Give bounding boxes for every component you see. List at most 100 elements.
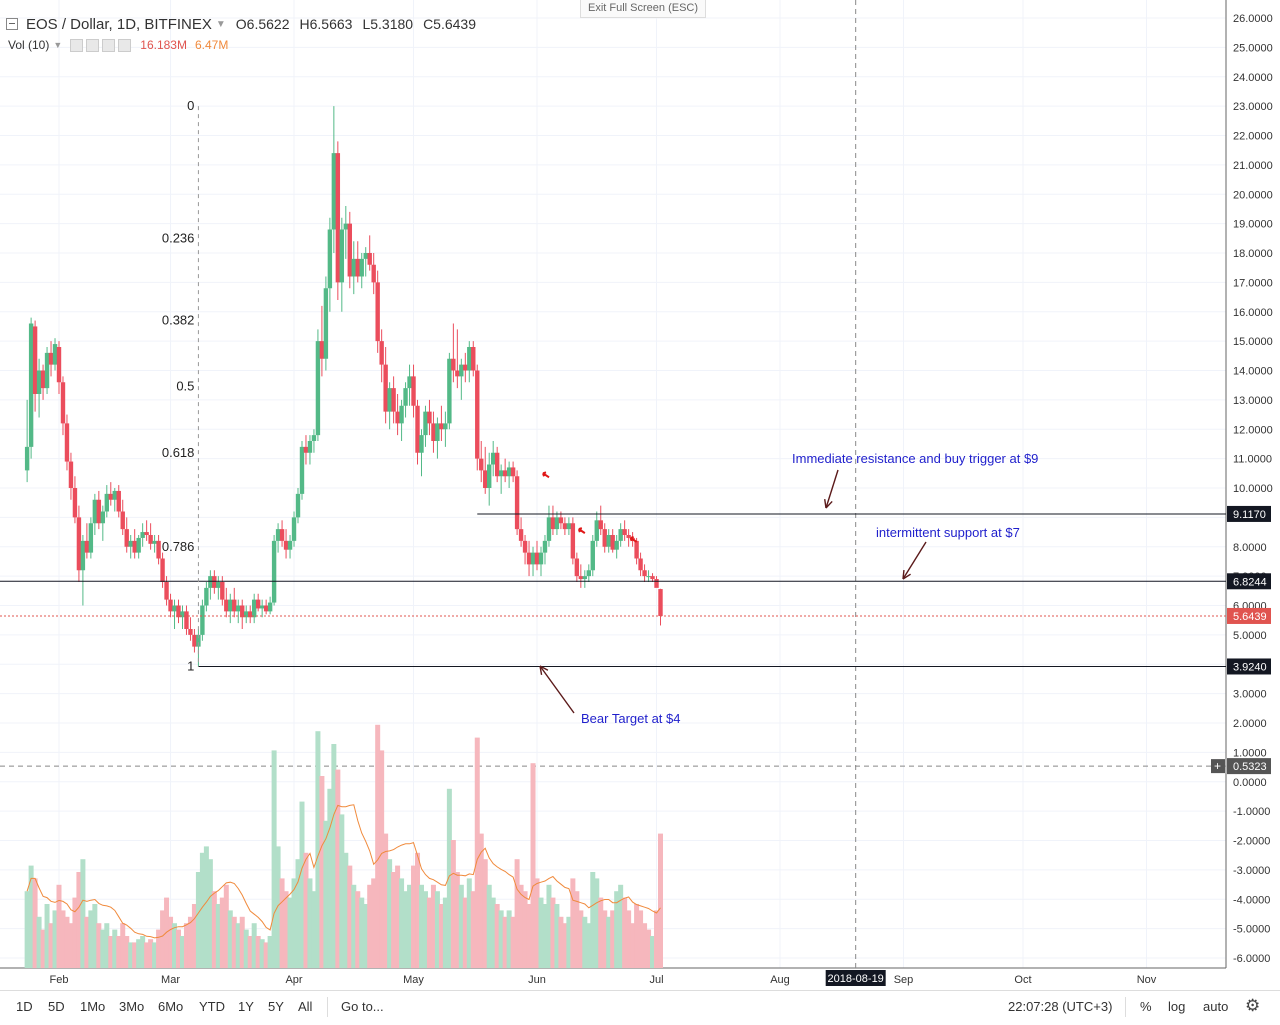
time-tick-label: Jul — [649, 974, 663, 986]
volume-bar — [88, 910, 94, 968]
price-tick-label: -4.0000 — [1233, 894, 1270, 906]
price-tick-label: 14.0000 — [1233, 366, 1273, 378]
price-label-box — [1227, 573, 1271, 590]
volume-bar — [534, 878, 540, 968]
eye-icon[interactable] — [70, 38, 84, 52]
range-5y[interactable]: 5Y — [268, 999, 284, 1014]
volume-bar — [391, 872, 397, 968]
range-ytd[interactable]: YTD — [199, 999, 225, 1014]
candle-body — [172, 605, 177, 612]
candle-body — [188, 629, 193, 635]
candle-body — [220, 582, 225, 600]
arrow-line — [902, 541, 927, 580]
chevron-down-icon[interactable]: ▼ — [215, 18, 226, 30]
volume-bar — [546, 884, 552, 968]
close-icon[interactable] — [118, 38, 132, 52]
candle-body — [566, 523, 572, 530]
settings-icon[interactable] — [86, 38, 100, 52]
candle-body — [614, 540, 619, 550]
volume-value: 16.183M — [140, 38, 187, 52]
candle-body — [558, 517, 564, 524]
candle-body — [204, 587, 209, 606]
goto-button[interactable]: Go to... — [341, 999, 384, 1014]
annotation-resistance: Immediate resistance and buy trigger at … — [792, 451, 1039, 466]
candle-body — [494, 452, 500, 477]
time-tick-label: Sep — [894, 974, 914, 986]
volume-bar — [100, 929, 106, 968]
volume-bar — [207, 859, 213, 968]
volume-bar — [466, 878, 472, 968]
volume-bar — [379, 750, 385, 968]
candle-body — [72, 488, 78, 518]
candle-body — [116, 490, 121, 512]
volume-bar — [303, 852, 309, 968]
candle-body — [554, 517, 560, 530]
volume-bar — [638, 910, 644, 968]
time-tick-label: Aug — [770, 974, 790, 986]
volume-bar — [610, 910, 616, 968]
range-1mo[interactable]: 1Mo — [80, 999, 106, 1014]
candle-body — [36, 370, 42, 394]
auto-toggle[interactable]: auto — [1203, 999, 1229, 1014]
range-6mo[interactable]: 6Mo — [158, 999, 184, 1014]
volume-bar — [108, 936, 114, 968]
price-chart[interactable]: 0 0.236 0.382 0.5 0.618 0.786 1 26.0000 25.0000… — [0, 0, 1280, 990]
candle-body — [502, 470, 508, 477]
volume-bar — [542, 904, 548, 968]
log-toggle[interactable]: log — [1168, 999, 1186, 1014]
range-5d[interactable]: 5D — [48, 999, 65, 1014]
range-1y[interactable]: 1Y — [238, 999, 254, 1014]
add-icon[interactable] — [102, 38, 116, 52]
clock[interactable]: 22:07:28 (UTC+3) — [1008, 999, 1113, 1014]
symbol-title[interactable]: EOS / Dollar, 1D, BITFINEX — [26, 15, 212, 33]
candle-body — [518, 529, 524, 541]
volume-bar — [470, 891, 476, 968]
volume-bar — [438, 904, 444, 968]
price-tick-label: 5.0000 — [1233, 630, 1267, 642]
volume-bar — [136, 939, 142, 968]
volume-label[interactable]: Vol (10) — [8, 38, 50, 52]
volume-bar — [498, 910, 504, 968]
candle-body — [100, 511, 106, 524]
candle-body — [451, 358, 456, 371]
range-all[interactable]: All — [298, 999, 313, 1014]
range-1d[interactable]: 1D — [16, 999, 33, 1014]
exit-fullscreen-button[interactable]: Exit Full Screen (ESC) — [580, 0, 706, 18]
range-3mo[interactable]: 3Mo — [119, 999, 145, 1014]
candle-body — [542, 540, 548, 553]
volume-bar — [48, 923, 54, 968]
volume-bar — [295, 859, 301, 968]
volume-bar — [104, 923, 110, 968]
fib-level-label: 0 — [187, 98, 194, 113]
price-tick-label: 3.0000 — [1233, 689, 1267, 701]
volume-bar — [335, 769, 341, 968]
gear-icon[interactable]: ⚙ — [1245, 996, 1261, 1015]
fib-level-label: 0.236 — [162, 230, 195, 245]
percent-toggle[interactable]: % — [1140, 999, 1152, 1014]
time-tick-label: Jun — [528, 974, 546, 986]
candle-body — [156, 540, 161, 559]
volume-bar — [383, 833, 389, 968]
volume-bar — [606, 916, 612, 968]
candle-body — [471, 347, 476, 371]
volume-bar — [510, 916, 516, 968]
candle-body — [112, 490, 117, 500]
volume-bar — [120, 923, 126, 968]
candle-body — [228, 599, 233, 612]
chevron-down-icon[interactable]: ▼ — [53, 40, 63, 50]
collapse-icon[interactable] — [6, 18, 18, 30]
volume-bar — [654, 910, 660, 968]
volume-bar — [251, 923, 257, 968]
candle-body — [534, 552, 540, 565]
volume-bar — [28, 865, 34, 968]
candle-body — [148, 535, 153, 544]
candle-body — [610, 535, 615, 550]
volume-bar — [602, 910, 608, 968]
candle-body — [459, 364, 464, 377]
candle-body — [506, 467, 512, 477]
volume-bar — [574, 891, 580, 968]
candle-body — [248, 611, 253, 618]
volume-bar — [446, 788, 452, 968]
candle-body — [658, 589, 663, 617]
candle-body — [654, 579, 659, 588]
